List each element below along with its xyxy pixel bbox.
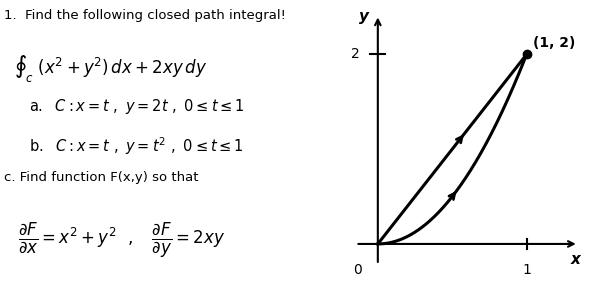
Text: $\oint_c\ (x^2+y^2)\,dx + 2xy\,dy$: $\oint_c\ (x^2+y^2)\,dx + 2xy\,dy$ — [14, 53, 208, 84]
Text: $\mathrm{a.}\ \ C: x=t\ ,\ y=2t\ ,\ 0\leq t\leq 1$: $\mathrm{a.}\ \ C: x=t\ ,\ y=2t\ ,\ 0\le… — [29, 97, 244, 116]
Text: c. Find function F(x,y) so that: c. Find function F(x,y) so that — [4, 171, 198, 183]
Text: 1: 1 — [522, 263, 531, 277]
Text: 0: 0 — [353, 263, 361, 277]
Text: x: x — [571, 252, 581, 267]
Text: 2: 2 — [351, 47, 360, 61]
Text: $\dfrac{\partial F}{\partial x} = x^2+y^2\ \ ,\ \ \ \dfrac{\partial F}{\partial : $\dfrac{\partial F}{\partial x} = x^2+y^… — [18, 220, 225, 260]
Text: $\mathrm{b.}\ \ C: x=t\ ,\ y=t^2\ ,\ 0\leq t\leq 1$: $\mathrm{b.}\ \ C: x=t\ ,\ y=t^2\ ,\ 0\l… — [29, 135, 243, 157]
Text: (1, 2): (1, 2) — [533, 36, 575, 50]
Text: 1.  Find the following closed path integral!: 1. Find the following closed path integr… — [4, 9, 286, 22]
Text: y: y — [359, 9, 369, 24]
